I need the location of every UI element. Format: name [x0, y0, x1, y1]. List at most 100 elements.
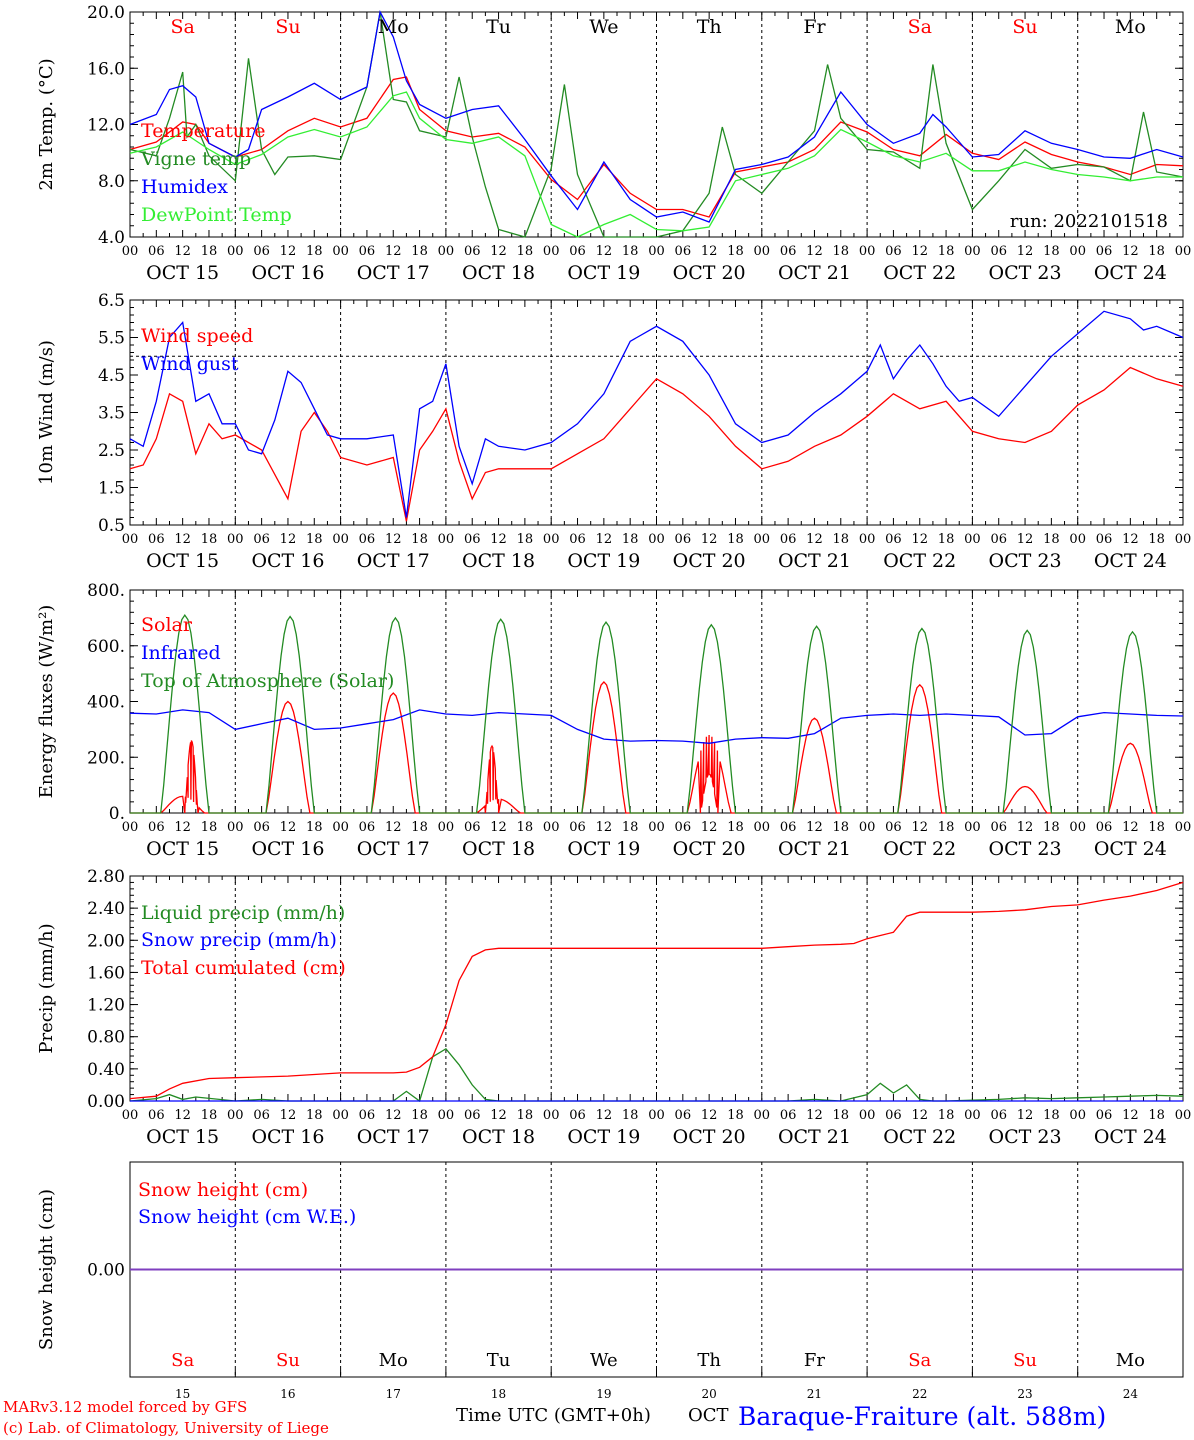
- weekday-label: Sa: [908, 1350, 931, 1371]
- hour-tick-label: 18: [411, 820, 428, 835]
- hour-tick-label: 00: [964, 244, 981, 259]
- hour-tick-label: 18: [833, 820, 850, 835]
- hour-tick-label: 12: [280, 820, 297, 835]
- hour-tick-label: 18: [727, 820, 744, 835]
- hour-tick-label: 18: [1148, 532, 1165, 547]
- hour-tick-label: 18: [1043, 1108, 1060, 1123]
- hour-tick-label: 00: [1175, 820, 1192, 835]
- hour-tick-label: 12: [596, 532, 613, 547]
- hour-tick-label: 12: [911, 532, 928, 547]
- hour-tick-label: 06: [464, 244, 481, 259]
- date-label: OCT 21: [778, 838, 851, 860]
- y-tick-label: 2.00: [87, 931, 125, 951]
- hour-tick-label: 06: [885, 532, 902, 547]
- hour-tick-label: 12: [596, 1108, 613, 1123]
- weekday-label: Tu: [486, 16, 511, 38]
- model-credit: MARv3.12 model forced by GFS: [3, 1398, 248, 1416]
- hour-tick-label: 06: [1096, 532, 1113, 547]
- hour-tick-label: 00: [859, 244, 876, 259]
- date-label: OCT 17: [357, 838, 430, 860]
- hour-tick-label: 12: [1017, 1108, 1034, 1123]
- date-label: OCT 22: [883, 550, 956, 572]
- date-label: OCT 21: [778, 262, 851, 284]
- hour-tick-label: 18: [727, 1108, 744, 1123]
- hour-tick-label: 12: [385, 820, 402, 835]
- legend-total-cumulated-cm-: Total cumulated (cm): [141, 957, 346, 979]
- y-tick-label: 0.5: [98, 516, 125, 536]
- hour-tick-label: 12: [280, 532, 297, 547]
- hour-tick-label: 18: [306, 820, 323, 835]
- hour-tick-label: 12: [806, 820, 823, 835]
- series-humidex: [129, 10, 1184, 223]
- hour-tick-label: 06: [464, 820, 481, 835]
- date-label: OCT 23: [989, 262, 1062, 284]
- hour-tick-label: 18: [517, 244, 534, 259]
- date-label: OCT 22: [883, 838, 956, 860]
- panel-5-ylabel: Snow height (cm): [36, 1189, 57, 1350]
- day-number-label: 22: [912, 1387, 927, 1401]
- hour-tick-label: 18: [1043, 820, 1060, 835]
- hour-tick-label: 18: [622, 244, 639, 259]
- weekday-label: Mo: [378, 16, 409, 38]
- hour-tick-label: 12: [490, 244, 507, 259]
- hour-tick-label: 00: [1069, 532, 1086, 547]
- y-tick-label: 2.80: [87, 867, 125, 887]
- hour-tick-label: 00: [859, 820, 876, 835]
- hour-tick-label: 00: [754, 244, 771, 259]
- hour-tick-label: 12: [174, 532, 191, 547]
- y-tick-label: 12.0: [87, 116, 125, 136]
- weekday-label: Su: [276, 1350, 300, 1371]
- y-tick-label: 8.0: [98, 172, 125, 192]
- hour-tick-label: 18: [306, 532, 323, 547]
- hour-tick-label: 18: [1148, 244, 1165, 259]
- hour-tick-label: 18: [622, 820, 639, 835]
- run-label: run: 2022101518: [1010, 211, 1168, 232]
- hour-tick-label: 00: [1069, 820, 1086, 835]
- hour-tick-label: 12: [911, 244, 928, 259]
- hour-tick-label: 18: [1043, 532, 1060, 547]
- hour-tick-label: 06: [675, 820, 692, 835]
- weekday-label: Su: [1013, 1350, 1037, 1371]
- hour-tick-label: 06: [885, 820, 902, 835]
- month-label: OCT: [688, 1405, 729, 1426]
- hour-tick-label: 00: [438, 1108, 455, 1123]
- hour-tick-label: 12: [701, 244, 718, 259]
- hour-tick-label: 18: [1148, 1108, 1165, 1123]
- hour-tick-label: 12: [174, 244, 191, 259]
- hour-tick-label: 18: [201, 1108, 218, 1123]
- weekday-label: Fr: [803, 16, 826, 38]
- hour-tick-label: 00: [648, 532, 665, 547]
- hour-tick-label: 12: [385, 244, 402, 259]
- hour-tick-label: 12: [1122, 532, 1139, 547]
- hour-tick-label: 12: [385, 1108, 402, 1123]
- hour-tick-label: 06: [253, 1108, 270, 1123]
- hour-tick-label: 18: [833, 244, 850, 259]
- hour-tick-label: 18: [201, 244, 218, 259]
- hour-tick-label: 06: [990, 820, 1007, 835]
- hour-tick-label: 00: [1175, 1108, 1192, 1123]
- hour-tick-label: 12: [490, 820, 507, 835]
- hour-tick-label: 00: [1069, 244, 1086, 259]
- date-label: OCT 20: [673, 838, 746, 860]
- hour-tick-label: 00: [1175, 244, 1192, 259]
- date-label: OCT 24: [1094, 550, 1167, 572]
- hour-tick-label: 00: [964, 820, 981, 835]
- date-label: OCT 19: [567, 262, 640, 284]
- hour-tick-label: 06: [569, 244, 586, 259]
- hour-tick-label: 18: [411, 1108, 428, 1123]
- y-tick-label: 0.80: [87, 1028, 125, 1048]
- hour-tick-label: 06: [675, 244, 692, 259]
- legend-top-of-atmosphere-solar-: Top of Atmosphere (Solar): [141, 670, 394, 692]
- lab-credit: (c) Lab. of Climatology, University of L…: [3, 1419, 329, 1437]
- date-label: OCT 23: [989, 838, 1062, 860]
- time-axis-label: Time UTC (GMT+0h): [456, 1405, 651, 1426]
- legend-wind-speed: Wind speed: [141, 325, 253, 347]
- hour-tick-label: 18: [833, 1108, 850, 1123]
- legend-dewpoint-temp: DewPoint Temp: [141, 204, 292, 226]
- hour-tick-label: 00: [859, 532, 876, 547]
- hour-tick-label: 18: [411, 244, 428, 259]
- legend-wind-gust: Wind gust: [141, 353, 239, 375]
- legend-humidex: Humidex: [141, 176, 228, 198]
- date-label: OCT 18: [462, 838, 535, 860]
